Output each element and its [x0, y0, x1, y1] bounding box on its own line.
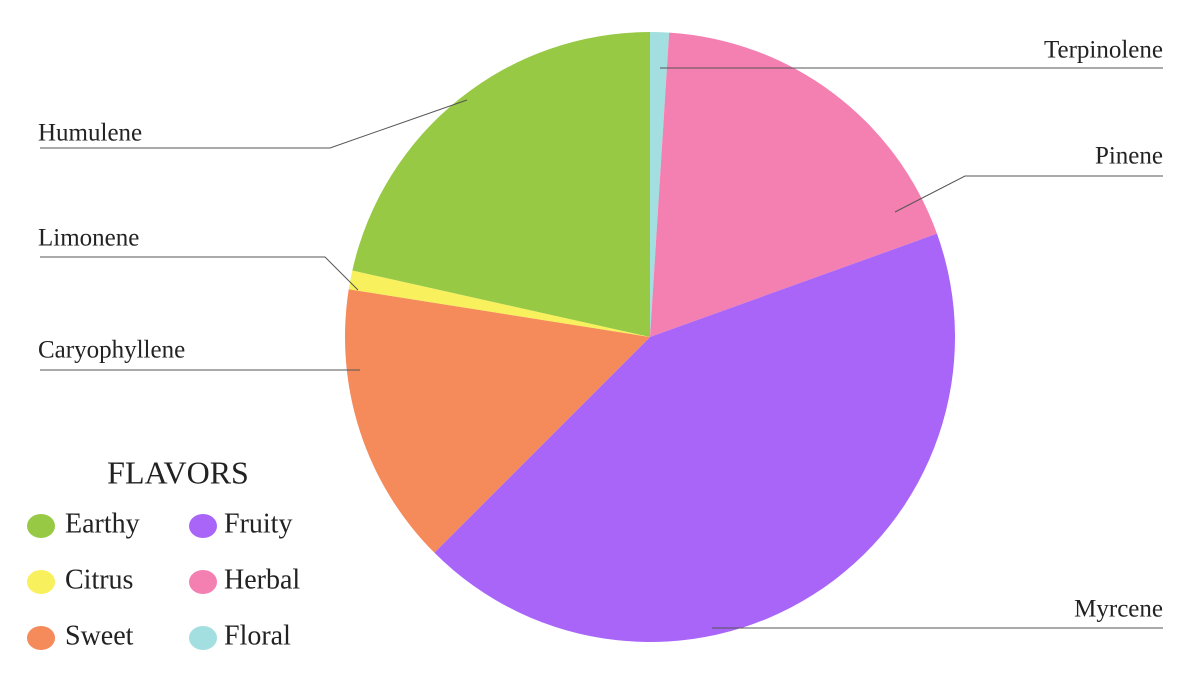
legend-title: FLAVORS: [107, 454, 249, 490]
slice-label: Pinene: [1095, 143, 1163, 170]
legend-swatch: [27, 514, 55, 538]
legend-swatch: [27, 626, 55, 650]
leader-line: [40, 256, 359, 291]
legend-swatch: [189, 514, 217, 538]
legend-label: Citrus: [65, 564, 133, 595]
legend-swatch: [189, 626, 217, 650]
slice-label: Humulene: [38, 120, 142, 147]
slice-label: Terpinolene: [1044, 37, 1163, 64]
legend-label: Herbal: [224, 564, 300, 595]
legend-label: Sweet: [65, 620, 134, 651]
slice-label: Myrcene: [1074, 596, 1163, 623]
leader-line: [894, 175, 1163, 213]
pie-slice: [352, 32, 650, 337]
legend-label: Fruity: [224, 508, 292, 539]
legend-label: Floral: [224, 620, 291, 651]
pie-slice: [434, 233, 956, 642]
leader-line: [40, 99, 468, 149]
slice-label: Caryophyllene: [38, 337, 185, 364]
pie-slice: [348, 270, 650, 337]
legend-swatch: [27, 570, 55, 594]
legend-label: Earthy: [65, 508, 140, 539]
pie-slice: [650, 32, 937, 338]
pie-slice: [650, 32, 670, 337]
pie-slice: [345, 289, 650, 553]
slice-label: Limonene: [38, 225, 139, 252]
legend-swatch: [189, 570, 217, 594]
